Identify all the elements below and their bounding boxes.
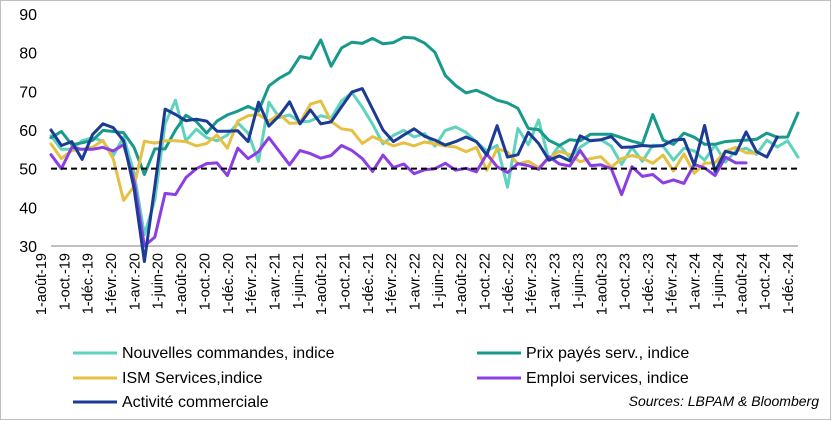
x-tick-label: 1-avr.-22 — [408, 253, 424, 310]
legend-label: Nouvelles commandes, indice — [122, 345, 335, 362]
legend: Nouvelles commandes, indice Prix payés se… — [73, 345, 689, 411]
x-tick-label: 1-juin-24 — [711, 253, 727, 309]
x-tick-label: 1-août-21 — [314, 253, 330, 315]
x-tick-label: 1-oct.-21 — [337, 253, 353, 310]
x-tick-label: 1-avr.-21 — [267, 253, 283, 310]
series-line — [49, 87, 779, 263]
x-tick-label: 1-oct.-20 — [197, 253, 213, 310]
y-tick-label: 30 — [19, 239, 37, 256]
x-tick-label: 1-avr.-20 — [127, 253, 143, 310]
x-tick-label: 1-août-22 — [454, 253, 470, 315]
x-tick-label: 1-avr.-23 — [548, 253, 564, 310]
x-tick-label: 1-août-19 — [34, 253, 50, 315]
y-tick-label: 70 — [19, 84, 37, 101]
legend-label: Activité commerciale — [122, 394, 269, 411]
x-tick-label: 1-févr.-21 — [244, 253, 260, 314]
x-tick-label: 1-août-23 — [594, 253, 610, 315]
x-tick-label: 1-déc.-20 — [221, 253, 237, 314]
x-tick-label: 1-juin-21 — [291, 253, 307, 309]
x-tick-label: 1-oct.-23 — [618, 253, 634, 310]
legend-label: ISM Services,indice — [122, 370, 263, 387]
y-tick-label: 60 — [19, 123, 37, 140]
x-tick-label: 1-oct.-22 — [478, 253, 494, 310]
series-line — [49, 99, 758, 202]
x-tick-label: 1-févr.-23 — [524, 253, 540, 314]
series-line — [49, 136, 748, 248]
series-line — [49, 91, 800, 237]
x-tick-label: 1-déc.-23 — [641, 253, 657, 314]
legend-label: Emploi services, indice — [526, 370, 689, 387]
x-tick-label: 1-juin-22 — [431, 253, 447, 309]
series-line — [49, 35, 800, 176]
source-note: Sources: LBPAM & Bloomberg — [629, 393, 820, 409]
x-axis-ticks: 1-août-19 1-oct.-19 1-déc.-19 1-févr.-20 1-a… — [34, 253, 797, 315]
x-tick-label: 1-déc.-19 — [81, 253, 97, 314]
x-tick-label: 1-oct.-19 — [57, 253, 73, 310]
x-tick-label: 1-déc.-24 — [781, 253, 797, 314]
x-tick-label: 1-oct.-24 — [758, 253, 774, 310]
legend-label: Prix payés serv., indice — [526, 345, 689, 362]
y-tick-label: 90 — [19, 7, 37, 24]
x-tick-label: 1-juin-20 — [151, 253, 167, 309]
x-tick-label: 1-avr.-24 — [688, 253, 704, 310]
y-tick-label: 80 — [19, 46, 37, 63]
x-tick-label: 1-févr.-20 — [104, 253, 120, 314]
x-tick-label: 1-juin-23 — [571, 253, 587, 309]
x-tick-label: 1-févr.-22 — [384, 253, 400, 314]
x-tick-label: 1-août-24 — [734, 253, 750, 315]
y-tick-label: 40 — [19, 200, 37, 217]
x-tick-label: 1-août-20 — [174, 253, 190, 315]
y-tick-label: 50 — [19, 162, 37, 179]
x-tick-label: 1-févr.-24 — [664, 253, 680, 314]
y-axis-ticks: 30 40 50 60 70 80 90 — [19, 7, 37, 256]
series-lines — [49, 35, 800, 263]
x-tick-label: 1-déc.-21 — [361, 253, 377, 314]
x-tick-label: 1-déc.-22 — [501, 253, 517, 314]
